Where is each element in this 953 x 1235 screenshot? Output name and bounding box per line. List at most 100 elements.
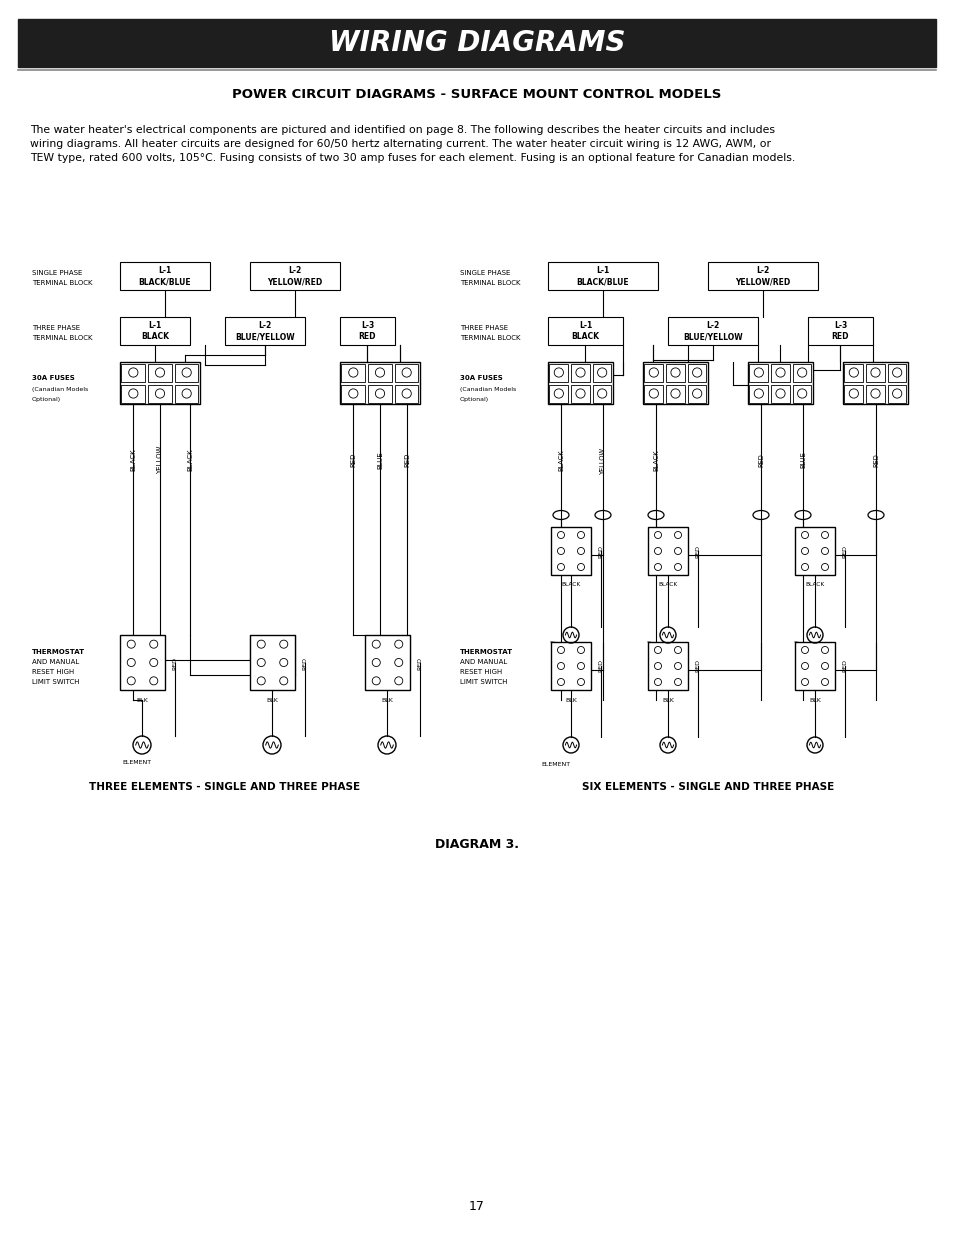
Bar	[647, 527, 687, 576]
Bar	[368, 363, 392, 382]
Text: (Canadian Models: (Canadian Models	[459, 387, 516, 391]
Text: BLACK/BLUE: BLACK/BLUE	[576, 277, 629, 287]
Text: BLUE/YELLOW: BLUE/YELLOW	[682, 332, 742, 341]
Text: RED: RED	[695, 545, 700, 557]
Bar	[547, 262, 658, 290]
Bar	[148, 384, 172, 403]
Text: BLACK: BLACK	[558, 450, 563, 471]
Bar	[547, 362, 613, 404]
Text: RED: RED	[598, 659, 603, 673]
Bar	[644, 363, 662, 382]
Text: L-2: L-2	[258, 321, 272, 330]
Text: BLK: BLK	[564, 698, 577, 703]
Text: BLACK: BLACK	[652, 450, 659, 471]
Text: BLACK: BLACK	[560, 583, 580, 588]
Text: TERMINAL BLOCK: TERMINAL BLOCK	[459, 335, 520, 341]
Text: BLUE: BLUE	[800, 452, 805, 468]
Text: THERMOSTAT: THERMOSTAT	[32, 650, 85, 655]
Text: ELEMENT: ELEMENT	[540, 762, 570, 767]
Text: BLACK/BLUE: BLACK/BLUE	[138, 277, 192, 287]
Bar	[887, 384, 905, 403]
Bar	[707, 262, 817, 290]
Text: RED: RED	[831, 332, 848, 341]
Text: BLK: BLK	[136, 698, 148, 703]
Text: RED: RED	[841, 659, 846, 673]
Bar	[174, 384, 198, 403]
Text: L-2: L-2	[705, 321, 719, 330]
Bar	[549, 363, 568, 382]
Bar	[120, 635, 165, 690]
Bar	[547, 317, 622, 345]
Text: L-3: L-3	[833, 321, 846, 330]
Bar	[341, 384, 365, 403]
Text: TEW type, rated 600 volts, 105°C. Fusing consists of two 30 amp fuses for each e: TEW type, rated 600 volts, 105°C. Fusing…	[30, 153, 795, 163]
Text: LIMIT SWITCH: LIMIT SWITCH	[459, 679, 507, 685]
Text: wiring diagrams. All heater circuits are designed for 60/50 hertz alternating cu: wiring diagrams. All heater circuits are…	[30, 140, 770, 149]
Bar	[571, 363, 589, 382]
Text: BLACK: BLACK	[571, 332, 598, 341]
Text: BLACK: BLACK	[141, 332, 169, 341]
Text: DIAGRAM 3.: DIAGRAM 3.	[435, 839, 518, 851]
Bar	[225, 317, 305, 345]
Text: TERMINAL BLOCK: TERMINAL BLOCK	[32, 335, 92, 341]
Bar	[687, 363, 706, 382]
Text: LIMIT SWITCH: LIMIT SWITCH	[32, 679, 79, 685]
Text: TERMINAL BLOCK: TERMINAL BLOCK	[459, 280, 520, 287]
Text: ELEMENT: ELEMENT	[122, 761, 151, 766]
Text: L-1: L-1	[158, 266, 172, 275]
Text: BLACK: BLACK	[187, 448, 193, 472]
Text: 30A FUSES: 30A FUSES	[32, 375, 74, 382]
Text: L-1: L-1	[578, 321, 592, 330]
Bar	[794, 527, 834, 576]
Bar	[665, 384, 684, 403]
Text: RED: RED	[758, 453, 763, 467]
Bar	[551, 527, 590, 576]
Bar	[250, 635, 294, 690]
Bar	[18, 19, 935, 67]
Text: RED: RED	[598, 545, 603, 557]
Text: SIX ELEMENTS - SINGLE AND THREE PHASE: SIX ELEMENTS - SINGLE AND THREE PHASE	[581, 782, 833, 792]
Bar	[339, 362, 419, 404]
Text: RESET HIGH: RESET HIGH	[459, 669, 501, 676]
Text: BLACK: BLACK	[804, 583, 823, 588]
Text: RED: RED	[403, 453, 410, 467]
Text: THERMOSTAT: THERMOSTAT	[459, 650, 513, 655]
Bar	[687, 384, 706, 403]
Text: RESET HIGH: RESET HIGH	[32, 669, 74, 676]
Bar	[794, 642, 834, 690]
Text: RED: RED	[172, 657, 177, 669]
Text: RED: RED	[841, 545, 846, 557]
Text: THREE PHASE: THREE PHASE	[32, 325, 80, 331]
Text: BLK: BLK	[808, 698, 821, 703]
Text: BLK: BLK	[380, 698, 393, 703]
Text: POWER CIRCUIT DIAGRAMS - SURFACE MOUNT CONTROL MODELS: POWER CIRCUIT DIAGRAMS - SURFACE MOUNT C…	[233, 89, 720, 101]
Text: L-2: L-2	[288, 266, 301, 275]
Bar	[339, 317, 395, 345]
Text: The water heater's electrical components are pictured and identified on page 8. : The water heater's electrical components…	[30, 125, 774, 135]
Bar	[749, 384, 767, 403]
Bar	[647, 642, 687, 690]
Bar	[842, 362, 907, 404]
Bar	[120, 262, 210, 290]
Text: BLUE/YELLOW: BLUE/YELLOW	[235, 332, 294, 341]
Text: L-1: L-1	[596, 266, 609, 275]
Bar	[665, 363, 684, 382]
Bar	[120, 362, 200, 404]
Text: YELLOW/RED: YELLOW/RED	[267, 277, 322, 287]
Text: SINGLE PHASE: SINGLE PHASE	[32, 270, 82, 275]
Text: AND MANUAL: AND MANUAL	[32, 659, 79, 664]
Text: RED: RED	[417, 657, 422, 669]
Text: 30A FUSES: 30A FUSES	[459, 375, 502, 382]
Bar	[807, 317, 872, 345]
Text: RED: RED	[358, 332, 375, 341]
Bar	[843, 384, 862, 403]
Text: RED: RED	[872, 453, 878, 467]
Text: L-2: L-2	[756, 266, 769, 275]
Bar	[121, 384, 145, 403]
Bar	[341, 363, 365, 382]
Bar	[770, 363, 789, 382]
Text: RED: RED	[302, 657, 307, 669]
Text: BLK: BLK	[266, 698, 277, 703]
Text: YELLOW: YELLOW	[599, 447, 605, 473]
Text: BLUE: BLUE	[376, 451, 382, 469]
